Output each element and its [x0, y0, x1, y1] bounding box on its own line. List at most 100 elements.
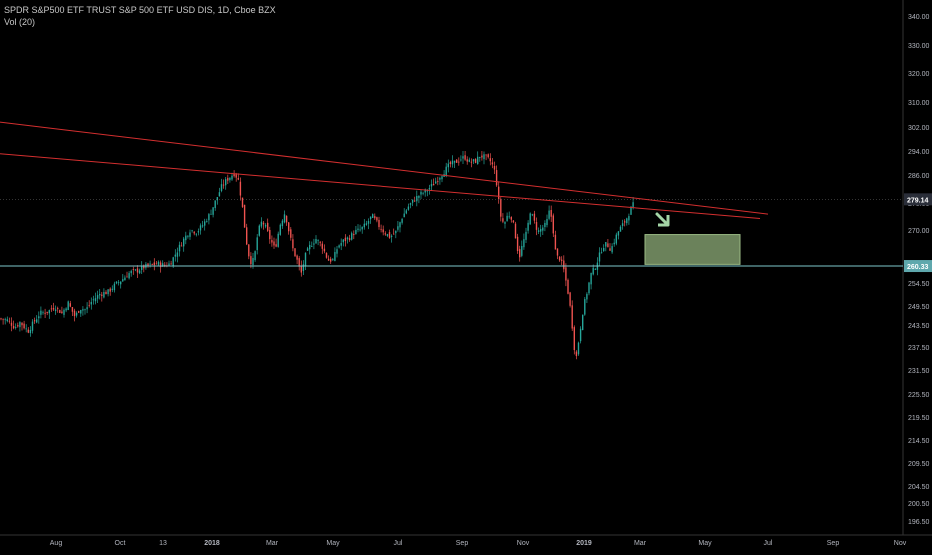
y-tick-label: 270.00	[908, 228, 930, 235]
candle-body	[611, 246, 613, 253]
y-tick-label: 225.50	[908, 392, 930, 399]
candle-body	[269, 229, 271, 240]
candle-body	[48, 310, 50, 314]
candle-body	[33, 320, 36, 322]
candle-body	[86, 307, 88, 310]
candle-body	[563, 260, 565, 270]
candle-body	[384, 233, 386, 235]
candle-body	[537, 230, 540, 232]
candle-body	[31, 321, 34, 331]
candle-body	[220, 184, 223, 191]
candle-body	[294, 248, 296, 257]
candle-body	[204, 221, 206, 226]
candle-body	[199, 225, 202, 231]
candle-body	[445, 166, 447, 177]
candle-body	[516, 236, 519, 252]
candle-body	[197, 231, 200, 233]
candle-body	[50, 308, 53, 310]
candle-body	[533, 213, 536, 221]
y-tick-label: 237.50	[908, 345, 930, 352]
candle-body	[149, 263, 151, 265]
candle-body	[626, 218, 628, 224]
candle-body	[395, 230, 397, 234]
candle-body	[168, 263, 170, 266]
candle-body	[101, 294, 103, 296]
candle-body	[531, 214, 533, 216]
candle-body	[420, 191, 422, 195]
candle-body	[42, 312, 44, 314]
candle-body	[361, 226, 363, 230]
candle-body	[577, 342, 580, 355]
symbol-title[interactable]: SPDR S&P500 ETF TRUST S&P 500 ETF USD DI…	[4, 5, 276, 15]
x-tick-label: Jul	[394, 540, 403, 547]
candle-body	[267, 222, 269, 231]
candle-body	[342, 239, 344, 243]
upper-trendline[interactable]	[0, 121, 769, 215]
candle-body	[292, 239, 294, 249]
time-axis[interactable]: Aug Oct 13 2018 Mar May Jul Sep Nov 2019 Mar May Jul…	[50, 540, 907, 547]
candle-body	[15, 327, 17, 329]
candle-body	[107, 289, 109, 295]
candle-body	[250, 256, 252, 265]
candle-body	[113, 283, 116, 291]
candle-body	[54, 309, 57, 311]
candle-body	[508, 216, 510, 218]
candle-body	[540, 228, 542, 232]
candle-body	[411, 199, 414, 203]
candle-body	[222, 184, 225, 186]
candle-body	[332, 259, 334, 261]
candle-body	[544, 222, 546, 228]
candle-body	[69, 303, 71, 307]
candle-body	[388, 232, 391, 238]
volume-indicator-label[interactable]: Vol (20)	[4, 17, 36, 27]
drawing-lines[interactable]	[0, 121, 903, 267]
candle-body	[397, 226, 399, 230]
y-tick-label: 214.50	[908, 438, 930, 445]
candle-body	[180, 245, 183, 247]
last-price-tag: 279.14	[907, 197, 929, 204]
candle-body	[208, 214, 210, 221]
candle-body	[586, 293, 588, 300]
target-zone-box[interactable]	[644, 234, 741, 265]
candle-body	[187, 235, 189, 237]
candle-body	[281, 220, 284, 227]
candle-body	[136, 268, 139, 273]
zone-layer	[644, 234, 741, 265]
candle-body	[67, 301, 69, 311]
candle-body	[185, 235, 187, 241]
candle-body	[306, 248, 309, 251]
candle-body	[479, 156, 481, 158]
candle-body	[567, 279, 569, 294]
candle-body	[325, 252, 328, 258]
candle-body	[628, 216, 630, 221]
candle-body	[138, 270, 141, 274]
candle-body	[472, 159, 475, 162]
chart-legend: SPDR S&P500 ETF TRUST S&P 500 ETF USD DI…	[4, 4, 276, 28]
y-tick-label: 231.50	[908, 368, 930, 375]
candle-body	[435, 181, 437, 184]
candle-body	[46, 311, 48, 314]
candle-body	[613, 242, 615, 245]
candle-body	[575, 351, 578, 357]
candle-body	[346, 237, 349, 240]
candle-body	[260, 221, 263, 227]
candle-body	[632, 202, 634, 208]
candle-body	[592, 267, 594, 275]
candle-body	[558, 256, 561, 261]
candle-body	[239, 181, 242, 196]
y-tick-label: 320.00	[908, 71, 930, 78]
lower-trendline[interactable]	[0, 153, 761, 219]
candle-body	[195, 233, 197, 235]
candle-body	[313, 243, 315, 245]
y-tick-label: 204.50	[908, 484, 930, 491]
candle-body	[206, 221, 208, 222]
candle-body	[363, 223, 365, 228]
candle-body	[451, 160, 454, 165]
candle-body	[485, 154, 487, 156]
candle-body	[372, 214, 374, 218]
candle-body	[243, 204, 246, 228]
candle-body	[514, 223, 517, 239]
price-axis[interactable]: 340.00 330.00 320.00 310.00 302.00 294.00 286.…	[904, 14, 932, 526]
